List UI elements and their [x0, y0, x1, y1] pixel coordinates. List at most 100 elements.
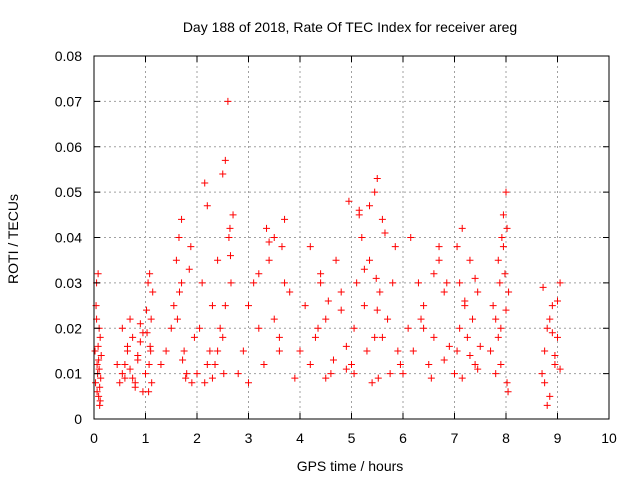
roti-point [96, 397, 104, 405]
roti-point [384, 315, 392, 323]
roti-point [121, 361, 129, 369]
roti-point [149, 288, 157, 296]
roti-point [121, 374, 129, 382]
roti-point [311, 333, 319, 341]
roti-point [95, 365, 103, 373]
roti-point [332, 256, 340, 264]
roti-point [190, 333, 198, 341]
y-tick-label: 0.05 [55, 184, 82, 200]
grid-lines [94, 56, 609, 419]
roti-point [348, 361, 355, 369]
roti-point [556, 365, 564, 373]
roti-point [219, 333, 227, 341]
roti-point [170, 302, 178, 310]
roti-point [350, 324, 358, 332]
roti-point [229, 211, 237, 219]
roti-point [378, 333, 386, 341]
roti-point [440, 288, 448, 296]
roti-point [543, 324, 551, 332]
roti-point [469, 315, 477, 323]
roti-point [131, 379, 139, 387]
roti-point [172, 256, 180, 264]
roti-point [456, 279, 464, 287]
roti-point [503, 224, 511, 232]
roti-point [322, 315, 330, 323]
roti-point [270, 234, 278, 241]
roti-point [208, 302, 216, 310]
x-tick-label: 9 [554, 430, 562, 446]
roti-point [275, 333, 283, 341]
roti-point [327, 370, 335, 378]
roti-point [371, 188, 379, 196]
x-tick-label: 0 [90, 430, 98, 446]
roti-point [179, 356, 187, 364]
y-axis-ticks: 0 0.01 0.02 0.03 0.04 0.05 0.06 0.07 0.08 [55, 48, 609, 427]
roti-point [391, 243, 399, 251]
roti-point [97, 351, 105, 359]
roti-point [317, 279, 325, 287]
roti-point [270, 315, 278, 323]
roti-point [214, 256, 222, 264]
roti-point [94, 270, 102, 278]
roti-point [214, 347, 222, 355]
roti-point [551, 351, 559, 359]
roti-point [407, 234, 415, 241]
roti-point [255, 270, 263, 278]
roti-point [456, 324, 464, 332]
roti-point [206, 347, 214, 355]
roti-point [548, 329, 556, 337]
roti-point [142, 370, 149, 378]
roti-point [196, 324, 204, 332]
roti-point [374, 374, 382, 382]
roti-point [118, 324, 126, 332]
roti-point [324, 297, 332, 305]
roti-point [286, 288, 294, 296]
roti-point [126, 315, 134, 323]
roti-point [220, 370, 228, 378]
roti-point [487, 347, 495, 355]
roti-point [185, 265, 193, 273]
roti-point [116, 379, 124, 387]
y-tick-label: 0.01 [55, 366, 82, 382]
roti-point [182, 374, 190, 382]
roti-point [430, 270, 438, 278]
roti-point [474, 288, 482, 296]
roti-point [496, 279, 504, 287]
roti-point [489, 302, 497, 310]
roti-point [376, 288, 384, 296]
roti-point [113, 361, 121, 369]
roti-point [265, 256, 273, 264]
roti-point [96, 333, 104, 341]
roti-point [396, 361, 404, 369]
roti-point [451, 370, 458, 378]
roti-point [360, 265, 368, 273]
roti-point [541, 379, 549, 387]
roti-point [227, 279, 235, 287]
roti-point [363, 347, 371, 355]
roti-point [378, 215, 386, 223]
roti-point [97, 374, 105, 382]
roti-point [118, 370, 126, 378]
roti-point [453, 243, 461, 251]
roti-point [180, 347, 188, 355]
roti-point [201, 379, 209, 387]
roti-point [314, 324, 322, 332]
roti-point [546, 315, 554, 323]
roti-point [502, 306, 510, 314]
roti-point [420, 302, 428, 310]
roti-point [466, 256, 474, 264]
roti-point [329, 356, 337, 364]
roti-point [245, 379, 252, 387]
roti-point [425, 361, 433, 369]
roti-point [136, 338, 144, 346]
roti-point [539, 283, 547, 291]
y-tick-label: 0.02 [55, 320, 82, 336]
roti-point [492, 370, 500, 378]
roti-point [461, 297, 469, 305]
roti-point [183, 370, 191, 378]
roti-point [317, 270, 325, 278]
roti-point [203, 202, 211, 210]
roti-point [92, 379, 100, 387]
roti-point [337, 288, 345, 296]
roti-point [145, 361, 153, 369]
